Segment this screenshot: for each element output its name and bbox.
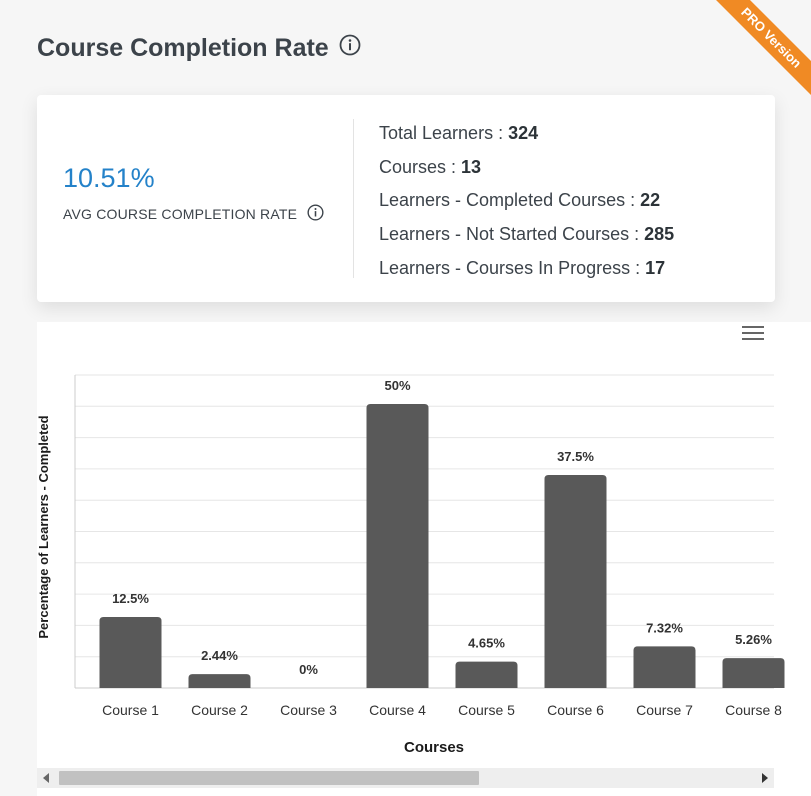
x-tick-label-1: Course 1	[102, 702, 159, 718]
bar-7[interactable]	[633, 646, 696, 688]
x-tick-label-7: Course 7	[636, 702, 693, 718]
x-axis-title: Courses	[404, 739, 464, 756]
scroll-right-arrow-icon[interactable]	[754, 768, 774, 788]
bar-4[interactable]	[366, 404, 429, 688]
stat-total-learners: Total Learners : 324	[379, 123, 539, 143]
data-label-7: 7.32%	[646, 620, 683, 635]
info-circle-icon[interactable]	[339, 34, 361, 63]
bar-2[interactable]	[188, 674, 251, 688]
data-label-8: 5.26%	[735, 632, 772, 647]
bar-1[interactable]	[99, 617, 162, 688]
x-tick-label-8: Course 8	[725, 702, 782, 718]
x-tick-label-6: Course 6	[547, 702, 604, 718]
divider	[353, 119, 354, 278]
horizontal-scrollbar[interactable]	[37, 768, 774, 788]
scrollbar-thumb[interactable]	[59, 771, 479, 785]
x-tick-label-3: Course 3	[280, 702, 337, 718]
stat-completed: Learners - Completed Courses : 22	[379, 190, 661, 211]
x-tick-label-4: Course 4	[369, 702, 426, 718]
bar-6[interactable]	[544, 475, 607, 688]
bar-5[interactable]	[455, 661, 518, 688]
summary-card: 10.51% AVG COURSE COMPLETION RATE Total …	[37, 95, 775, 302]
stats-list: Total Learners : 324 Courses : 13 Learne…	[379, 117, 674, 286]
page-title-row: Course Completion Rate	[37, 34, 361, 63]
data-label-4: 50%	[384, 378, 410, 393]
scroll-left-arrow-icon[interactable]	[37, 768, 57, 788]
data-label-5: 4.65%	[468, 636, 505, 651]
stat-courses: Courses : 13	[379, 156, 482, 177]
hamburger-menu-icon[interactable]	[742, 326, 764, 342]
data-label-1: 12.5%	[112, 591, 149, 606]
page-title: Course Completion Rate	[37, 34, 329, 62]
avg-completion-rate-label: AVG COURSE COMPLETION RATE	[63, 206, 298, 222]
stat-not-started: Learners - Not Started Courses : 285	[379, 224, 675, 245]
x-tick-label-5: Course 5	[458, 702, 515, 718]
info-circle-icon[interactable]	[307, 204, 324, 224]
data-label-6: 37.5%	[557, 449, 594, 464]
stat-in-progress: Learners - Courses In Progress : 17	[379, 257, 666, 278]
data-label-3: 0%	[299, 662, 318, 677]
y-axis-title: Percentage of Learners - Completed	[36, 415, 51, 638]
data-label-2: 2.44%	[201, 648, 238, 663]
avg-completion-rate-label-row: AVG COURSE COMPLETION RATE	[63, 204, 324, 224]
bar-8[interactable]	[722, 658, 785, 688]
x-tick-label-2: Course 2	[191, 702, 248, 718]
avg-completion-rate-value: 10.51%	[63, 163, 155, 193]
